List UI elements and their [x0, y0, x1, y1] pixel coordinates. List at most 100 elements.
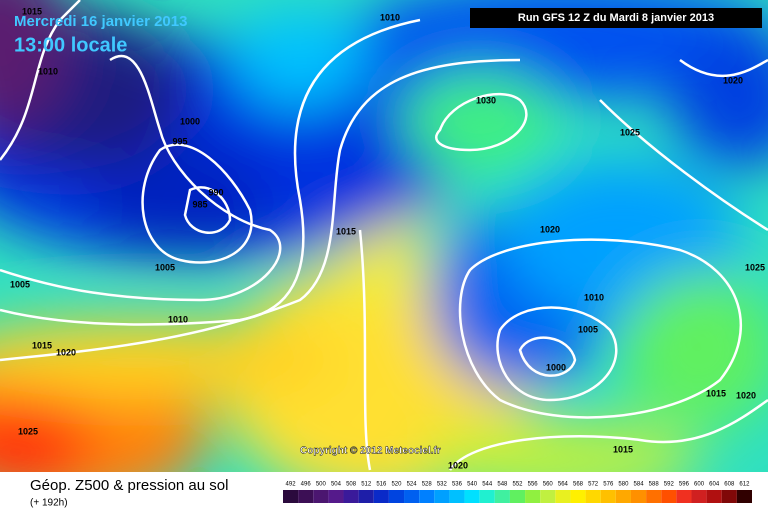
legend-value: 572: [588, 482, 599, 488]
legend-swatch: [404, 490, 420, 503]
legend-value: 500: [316, 482, 327, 488]
legend-value: 556: [528, 482, 539, 488]
legend-value: 544: [482, 482, 493, 488]
isobars: [0, 0, 768, 471]
legend-value: 612: [739, 482, 750, 488]
lead-time: (+ 192h): [30, 498, 68, 509]
legend-value: 592: [664, 482, 675, 488]
legend-swatch: [706, 490, 722, 503]
legend-value: 560: [543, 482, 554, 488]
legend-value: 548: [497, 482, 508, 488]
isobar-label: 990: [208, 187, 223, 197]
legend-swatch: [479, 490, 495, 503]
legend-value: 524: [407, 482, 418, 488]
run-box: [470, 8, 762, 28]
legend-value: 568: [573, 482, 584, 488]
isobar-label: 1020: [540, 224, 560, 234]
isobar-label: 1030: [476, 95, 496, 105]
legend-swatch: [661, 490, 677, 503]
legend-swatch: [646, 490, 662, 503]
run-info: Run GFS 12 Z du Mardi 8 janvier 2013: [518, 12, 714, 24]
isobar-label: 1010: [168, 314, 188, 324]
legend-value: 516: [376, 482, 387, 488]
legend-swatch: [434, 490, 450, 503]
isobar-label: 1005: [155, 262, 175, 272]
legend-value: 588: [649, 482, 660, 488]
legend-value: 504: [331, 482, 342, 488]
copyright: Copyright © 2012 Meteociel.fr: [300, 446, 441, 457]
legend-swatch: [540, 490, 556, 503]
legend-value: 576: [603, 482, 614, 488]
isobar-label: 1025: [745, 262, 765, 272]
isobar-label: 1015: [613, 444, 633, 454]
legend-value: 536: [452, 482, 463, 488]
legend-swatch: [676, 490, 692, 503]
legend-value: 564: [558, 482, 569, 488]
legend-value: 552: [512, 482, 523, 488]
date: Mercredi 16 janvier 2013: [14, 13, 187, 30]
legend-swatch: [388, 490, 405, 503]
legend-value: 512: [361, 482, 372, 488]
legend-swatch: [736, 490, 752, 503]
legend-value: 580: [618, 482, 629, 488]
time: 13:00 locale: [14, 34, 127, 56]
isobar-label: 1020: [448, 460, 468, 470]
legend-swatch: [525, 490, 541, 503]
legend-swatch: [555, 490, 571, 503]
legend-swatch: [615, 490, 631, 503]
legend-swatch: [570, 490, 586, 503]
legend-swatch: [419, 490, 435, 503]
isobar-label: 1015: [22, 6, 42, 16]
isobar-label: 1010: [38, 66, 58, 76]
legend-swatch: [691, 490, 707, 503]
isobar-label: 1025: [620, 127, 640, 137]
legend-value: 596: [679, 482, 690, 488]
legend-swatch: [630, 490, 647, 503]
legend-swatch: [600, 490, 616, 503]
legend-value: 492: [286, 482, 297, 488]
legend-swatch: [373, 490, 389, 503]
legend-value: 508: [346, 482, 357, 488]
isobar-label: 1015: [32, 340, 52, 350]
footer-title: Géop. Z500 & pression au sol: [30, 477, 228, 494]
isobar-label: 995: [172, 136, 187, 146]
isobar-label: 1020: [723, 75, 743, 85]
legend-swatch: [328, 490, 344, 503]
legend-value: 496: [301, 482, 312, 488]
isobar-label: 985: [192, 199, 207, 209]
isobar-label: 1010: [380, 12, 400, 22]
legend-swatch: [464, 490, 480, 503]
legend-value: 608: [724, 482, 735, 488]
legend-value: 584: [634, 482, 645, 488]
legend-value: 600: [694, 482, 705, 488]
isobar-label: 1015: [336, 226, 356, 236]
legend-value: 604: [709, 482, 720, 488]
isobar-label: 1020: [736, 390, 756, 400]
legend-value: 528: [422, 482, 433, 488]
legend-swatch: [449, 490, 465, 503]
legend-swatch: [313, 490, 329, 503]
legend-swatch: [343, 490, 359, 503]
isobar-label: 1000: [546, 362, 566, 372]
isobar-label: 1005: [578, 324, 598, 334]
isobar-label: 1000: [180, 116, 200, 126]
legend-swatch: [721, 490, 737, 503]
legend-swatch: [585, 490, 601, 503]
legend-value: 520: [391, 482, 402, 488]
legend-swatch: [283, 490, 299, 503]
legend: 492 496 500 504 508 512 516 520 524 528 532 536 540 5…: [283, 482, 752, 503]
legend-swatch: [494, 490, 510, 503]
isobar-label: 1005: [10, 279, 30, 289]
legend-value: 532: [437, 482, 448, 488]
isobar-label: 1025: [18, 426, 38, 436]
isobar-label: 1010: [584, 292, 604, 302]
legend-value: 540: [467, 482, 478, 488]
legend-swatch: [358, 490, 374, 503]
isobar-label: 1020: [56, 347, 76, 357]
isobar-label: 1015: [706, 388, 726, 398]
legend-swatch: [509, 490, 526, 503]
legend-swatch: [298, 490, 314, 503]
